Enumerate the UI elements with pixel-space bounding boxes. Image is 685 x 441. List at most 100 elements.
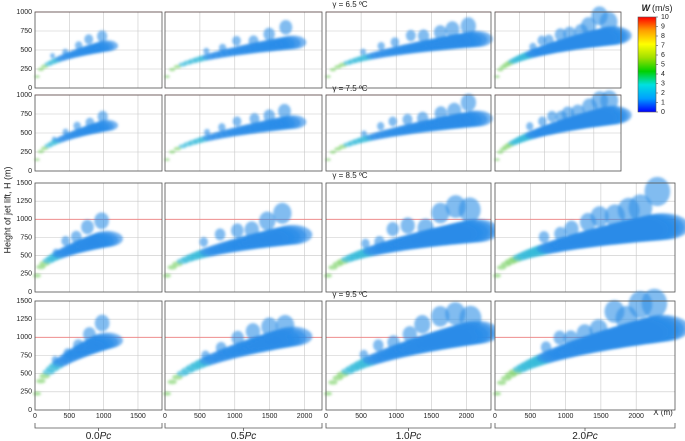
plume-blob: [34, 75, 40, 78]
column-bracket: [34, 423, 163, 431]
plume-puff: [644, 176, 671, 207]
plume-puff: [433, 25, 447, 40]
plume: [494, 6, 632, 78]
y-tick-label: 750: [20, 111, 32, 118]
plume-blob: [164, 158, 170, 162]
plume-blob: [329, 68, 337, 72]
y-tick-label: 1000: [16, 9, 32, 16]
colorbar-symbol: W: [642, 3, 652, 13]
plume-puff: [214, 228, 226, 241]
colorbar-tick-label: 4: [661, 71, 665, 78]
plume-blob: [492, 273, 502, 278]
plume-blob: [496, 150, 504, 154]
panel: [492, 176, 685, 293]
plume: [34, 110, 119, 162]
plume-blob: [492, 391, 502, 396]
y-tick-label: 750: [20, 28, 32, 35]
plume: [32, 314, 123, 396]
y-tick-label: 500: [20, 130, 32, 137]
y-tick-label: 0: [28, 407, 32, 414]
plume-blob: [32, 391, 42, 396]
x-tick-label: 1000: [96, 413, 112, 420]
plume-blob: [453, 320, 500, 344]
panel-frame: [34, 182, 163, 293]
plume-puff: [628, 194, 653, 222]
plume-puff: [360, 48, 367, 56]
x-tick-label: 500: [194, 413, 206, 420]
plume-puff: [581, 17, 597, 35]
panel-frame: [494, 300, 676, 411]
x-tick-label: 500: [355, 413, 367, 420]
plume-puff: [203, 47, 210, 55]
x-tick-label: 2000: [297, 413, 313, 420]
x-tick-label: 2000: [459, 413, 475, 420]
plume-puff: [259, 211, 276, 231]
y-tick-label: 0: [28, 85, 32, 92]
panel: [162, 182, 323, 293]
column-factor: 0.5: [231, 431, 245, 441]
colorbar-title: W (m/s): [642, 3, 673, 13]
y-tick-label: 500: [20, 253, 32, 260]
column-label: 0.5Pc: [231, 431, 257, 441]
plume-puff: [390, 37, 400, 48]
plume-blob: [167, 264, 177, 270]
y-tick-label: 250: [20, 271, 32, 278]
panel: [325, 93, 493, 172]
column-label: 0.0Pc: [86, 431, 112, 441]
plume-blob: [90, 230, 123, 247]
plume-blob: [32, 273, 42, 278]
y-tick-label: 750: [20, 234, 32, 241]
plume-puff: [460, 93, 477, 112]
panel-frame: [494, 182, 676, 293]
plume-puff: [538, 116, 547, 127]
panel: [32, 182, 163, 293]
y-tick-label: 500: [20, 371, 32, 378]
plume-blob: [460, 110, 493, 127]
plume-puff: [538, 231, 550, 243]
plume: [492, 176, 685, 278]
plume: [162, 202, 313, 278]
panel: [34, 11, 163, 89]
y-axis-label: Height of jet lift, H (m): [2, 166, 12, 253]
plume-blob: [34, 158, 40, 162]
panel-frame: [34, 94, 163, 172]
plume-blob: [329, 150, 337, 154]
column-bracket: [325, 423, 492, 431]
plume-puff: [249, 113, 260, 125]
plume-puff: [386, 222, 399, 237]
plume-puff: [414, 315, 431, 334]
panel-frame: [325, 11, 492, 89]
column-factor: 1.0: [396, 431, 410, 441]
plume-blob: [168, 67, 176, 72]
colorbar-tick-label: 9: [661, 23, 665, 30]
x-tick-label: 1000: [227, 413, 243, 420]
panel: [494, 90, 632, 172]
column-unit: Pc: [410, 431, 422, 441]
plume-blob: [36, 378, 46, 384]
y-tick-label: 250: [20, 389, 32, 396]
panel-frame: [164, 11, 323, 89]
panel-frame: [164, 300, 323, 411]
plume-blob: [173, 64, 182, 69]
plume: [323, 302, 500, 396]
plume: [164, 103, 307, 162]
x-tick-label: 0: [324, 413, 328, 420]
y-tick-label: 1500: [16, 180, 32, 187]
plume-blob: [37, 67, 45, 71]
plume-puff: [377, 121, 385, 131]
plume-puff: [405, 29, 416, 42]
column-label: 1.0Pc: [396, 431, 422, 441]
plume-blob: [328, 380, 338, 385]
panel: [34, 94, 163, 172]
colorbar-tick-label: 6: [661, 52, 665, 59]
y-tick-label: 0: [28, 289, 32, 296]
plume: [325, 17, 493, 78]
row-label: γ = 7.5 ºC: [332, 84, 367, 93]
panel-frame: [325, 300, 492, 411]
plume-puff: [388, 116, 398, 127]
plume-puff: [278, 103, 291, 119]
x-tick-label: 1000: [558, 413, 574, 420]
plume-puff: [400, 217, 415, 234]
plume-blob: [168, 150, 176, 154]
x-tick-label: 1500: [593, 413, 609, 420]
